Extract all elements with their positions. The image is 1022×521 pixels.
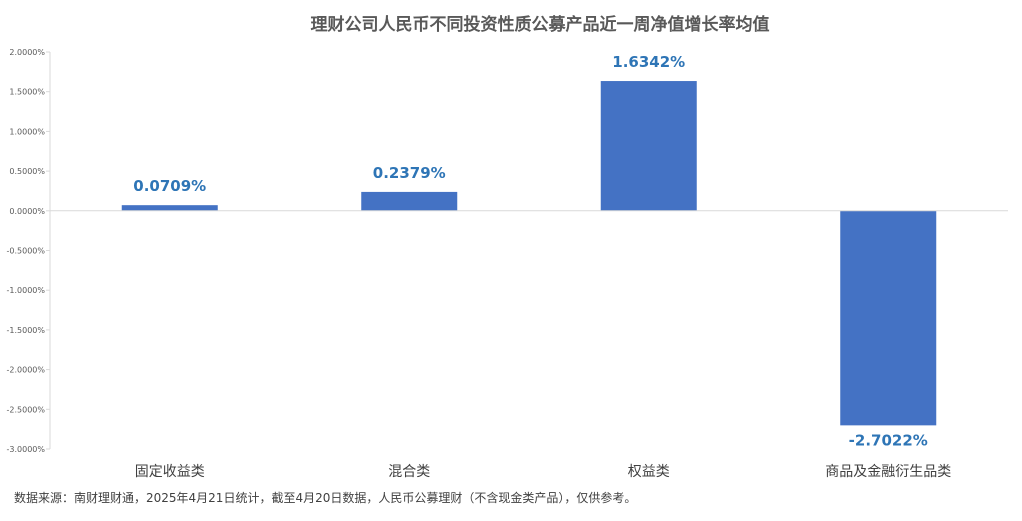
x-tick-label: 商品及金融衍生品类	[825, 464, 951, 480]
bar	[840, 210, 937, 426]
data-label: 0.0709%	[133, 177, 206, 195]
y-tick-label: -2.5000%	[7, 405, 46, 414]
data-label: 1.6342%	[612, 53, 685, 71]
x-tick-label: 混合类	[388, 464, 430, 480]
y-tick-label: 0.5000%	[9, 167, 45, 176]
bar-chart: 理财公司人民币不同投资性质公募产品近一周净值增长率均值 2.0000% 1.500…	[7, 14, 1008, 480]
y-tick-label: 0.0000%	[9, 207, 45, 216]
bar	[121, 205, 218, 211]
y-tick-label: -3.0000%	[7, 445, 46, 454]
y-tick-label: 1.5000%	[9, 88, 45, 97]
y-tick-label: -2.0000%	[7, 366, 46, 375]
bar	[361, 191, 458, 211]
y-axis-ticks: 2.0000% 1.5000% 1.0000% 0.5000% 0.0000% -0.50…	[7, 48, 50, 454]
x-axis-labels: 固定收益类 混合类 权益类 商品及金融衍生品类	[135, 464, 952, 480]
x-tick-label: 权益类	[628, 464, 670, 480]
source-footnote: 数据来源：南财理财通，2025年4月21日统计，截至4月20日数据，人民币公募理…	[14, 491, 637, 505]
y-tick-label: 2.0000%	[9, 48, 45, 57]
data-label: -2.7022%	[849, 431, 928, 449]
data-label: 0.2379%	[373, 164, 446, 182]
bar	[600, 81, 697, 211]
y-tick-label: -1.5000%	[7, 326, 46, 335]
y-tick-label: -1.0000%	[7, 286, 46, 295]
x-tick-label: 固定收益类	[135, 464, 205, 480]
data-labels: 0.0709% 0.2379% 1.6342% -2.7022%	[133, 53, 928, 449]
chart-title: 理财公司人民币不同投资性质公募产品近一周净值增长率均值	[311, 14, 770, 35]
y-tick-label: 1.0000%	[9, 127, 45, 136]
bar-series	[121, 81, 937, 426]
y-tick-label: -0.5000%	[7, 247, 46, 256]
